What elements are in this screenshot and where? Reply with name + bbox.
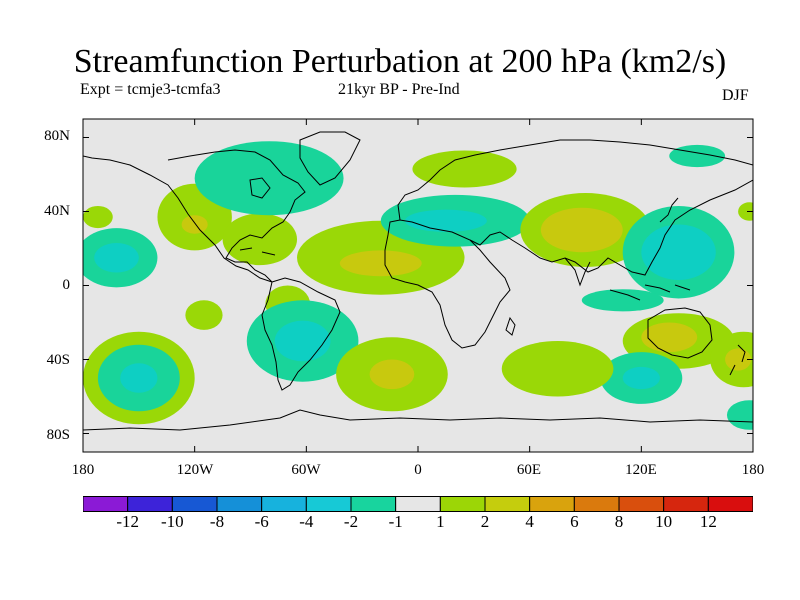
lat-label-80n: 80N	[44, 128, 70, 144]
lat-label-40s: 40S	[46, 352, 70, 368]
coastline-madagascar	[505, 316, 516, 336]
coastline-indonesia	[609, 284, 691, 301]
colorbar-label: -1	[388, 512, 403, 531]
coastline-australia	[647, 307, 713, 359]
colorbar-label: 1	[436, 512, 445, 531]
lon-label-60w: 60W	[291, 462, 321, 478]
coastline-greenland	[299, 131, 361, 186]
colorbar-swatch	[171, 496, 218, 512]
colorbar-swatch	[305, 496, 352, 512]
colorbar-label: -12	[116, 512, 139, 531]
coastline-north-america	[83, 149, 306, 283]
contour-region	[369, 359, 415, 390]
lat-label-0: 0	[62, 277, 71, 293]
contour-region	[181, 215, 208, 234]
colorbar-label: 10	[655, 512, 673, 531]
season-label: DJF	[722, 87, 749, 104]
lon-label-60e: 60E	[516, 462, 542, 478]
contour-region	[641, 224, 716, 280]
lon-label-0: 0	[414, 462, 422, 478]
colorbar-label: -8	[209, 512, 225, 531]
coastline-new-zealand	[729, 344, 746, 376]
colorbar-swatch	[707, 496, 753, 512]
colorbar-label: 6	[570, 512, 579, 531]
colorbar-label: 8	[614, 512, 624, 531]
colorbar-swatch	[529, 496, 575, 512]
contour-region	[404, 209, 487, 232]
contour-region	[222, 213, 298, 266]
lon-label-180w: 180	[71, 462, 95, 478]
coastline-caribbean	[239, 247, 276, 256]
contour-region	[581, 289, 664, 312]
contour-region	[622, 366, 660, 390]
colorbar-swatch	[83, 496, 129, 512]
contour-region	[120, 363, 158, 393]
contour-region	[274, 320, 331, 362]
contour-region	[412, 150, 517, 188]
colorbar-label: -6	[254, 512, 269, 531]
coastline-india	[564, 257, 591, 287]
colorbar-swatch	[350, 496, 397, 512]
colorbar-label: -10	[160, 512, 184, 531]
contour-region	[83, 205, 113, 229]
colorbar-label: 12	[699, 512, 717, 531]
colorbar-label: -4	[299, 512, 314, 531]
axis-ticks	[82, 119, 754, 452]
contour-region	[94, 242, 139, 273]
colorbar-swatch	[395, 496, 441, 512]
contour-region	[540, 207, 623, 253]
contour-region	[250, 168, 281, 192]
contour-region	[185, 300, 223, 330]
contour-region	[501, 341, 614, 397]
colorbar-swatch	[127, 496, 173, 512]
colorbar-label: 4	[525, 512, 534, 531]
experiment-label: Expt = tcmje3-tcmfa3	[80, 81, 221, 98]
colorbar-label: -2	[343, 512, 359, 531]
lon-label-120w: 120W	[176, 462, 214, 478]
coastline-antarctica	[83, 409, 753, 431]
contour-region	[738, 202, 753, 221]
period-label: 21kyr BP - Pre-Ind	[338, 81, 460, 98]
colorbar-swatch	[261, 496, 307, 512]
coastlines	[83, 131, 753, 431]
colorbar-swatch	[573, 496, 620, 512]
coastline-africa	[384, 219, 511, 349]
lon-label-180e: 180	[741, 462, 765, 478]
colorbar-swatch	[663, 496, 709, 512]
colorbar	[83, 496, 753, 512]
coastline-south-america	[261, 277, 341, 391]
colorbar-swatch	[439, 496, 486, 512]
lat-label-80s: 80S	[46, 427, 70, 443]
contour-region	[641, 322, 698, 353]
coastline-eurasia	[397, 139, 753, 276]
contour-region	[726, 400, 753, 430]
coastline-hudson-bay	[249, 177, 271, 199]
colorbar-swatch	[484, 496, 531, 512]
coastline-japan	[659, 197, 679, 223]
colorbar-swatch	[618, 496, 665, 512]
contour-region	[339, 250, 422, 277]
colorbar-swatch	[216, 496, 263, 512]
colorbar-label: 2	[480, 512, 490, 531]
contour-fills	[83, 141, 753, 430]
lat-label-40n: 40N	[44, 203, 70, 219]
chart-title: Streamfunction Perturbation at 200 hPa (…	[73, 43, 727, 80]
lon-label-120e: 120E	[625, 462, 657, 478]
